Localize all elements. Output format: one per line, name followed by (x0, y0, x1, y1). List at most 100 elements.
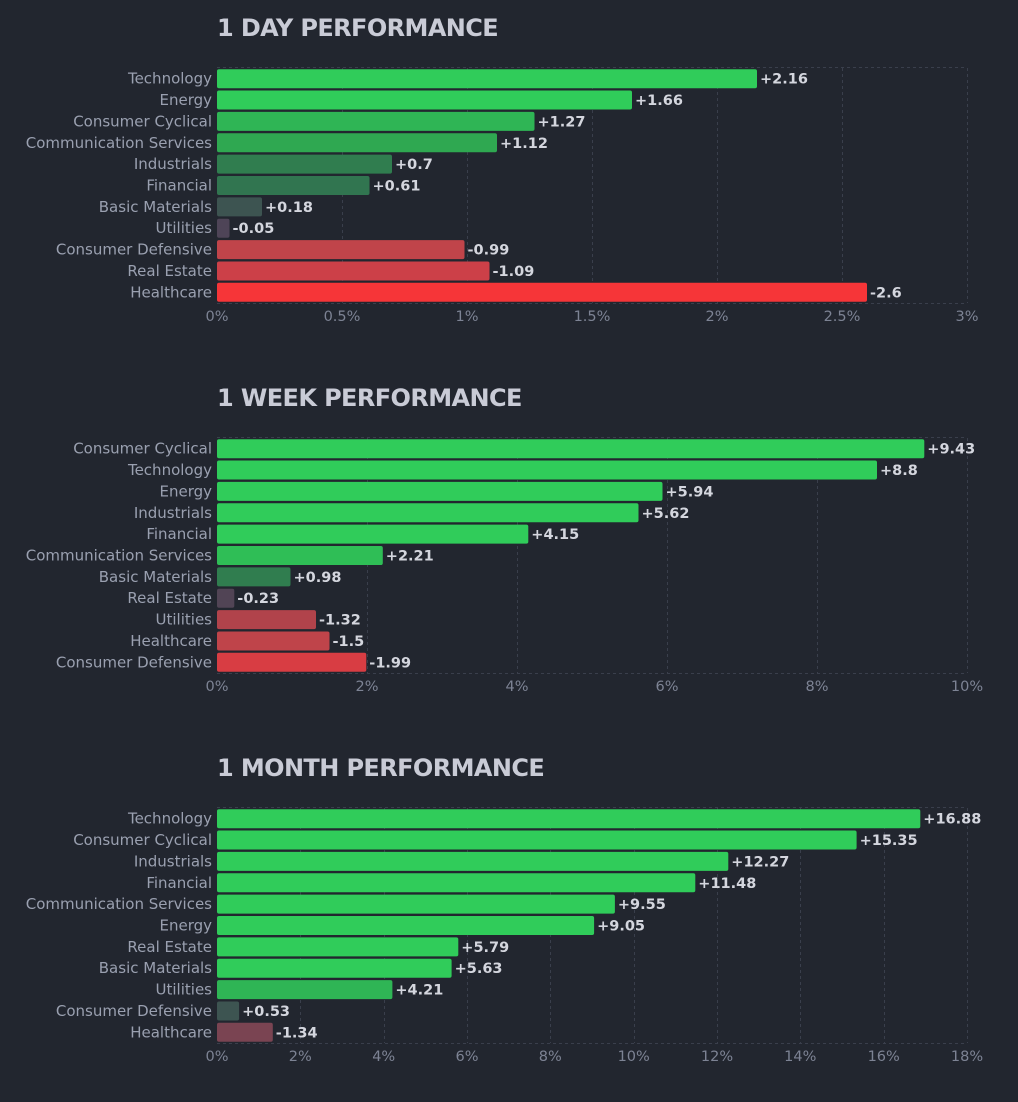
x-tick-label: 14% (784, 1049, 816, 1065)
chart-1-day: 1 DAY PERFORMANCE Technology +2.16 Energy +… (0, 0, 1018, 340)
x-tick-label: 2% (289, 1049, 312, 1065)
bar[interactable] (217, 610, 316, 630)
x-tick-label: 12% (701, 1049, 733, 1065)
category-label: Utilities (156, 219, 213, 237)
x-tick-label: 4% (505, 679, 528, 695)
category-label: Consumer Defensive (56, 241, 212, 259)
x-tick-label: 1.5% (574, 309, 611, 325)
bar[interactable] (217, 197, 262, 217)
bar[interactable] (217, 154, 392, 174)
category-label: Energy (159, 482, 212, 500)
category-label: Real Estate (127, 262, 212, 280)
bar[interactable] (217, 809, 921, 829)
chart-1-month: 1 MONTH PERFORMANCE Technology +16.88 Cons… (0, 740, 1018, 1080)
bar[interactable] (217, 218, 230, 238)
category-label: Consumer Cyclical (73, 440, 212, 458)
value-label: +15.35 (860, 833, 918, 849)
bar[interactable] (217, 111, 535, 131)
category-label: Energy (159, 917, 212, 935)
x-tick-label: 0% (205, 679, 228, 695)
value-label: +0.7 (395, 157, 433, 173)
category-label: Industrials (134, 852, 212, 870)
bar[interactable] (217, 176, 370, 195)
x-tick-label: 16% (868, 1049, 900, 1065)
value-label: +16.88 (923, 812, 981, 828)
x-tick-label: 10% (618, 1049, 650, 1065)
bar[interactable] (217, 980, 393, 1000)
bar[interactable] (217, 503, 639, 523)
bar[interactable] (217, 567, 291, 587)
x-tick-label: 8% (539, 1049, 562, 1065)
bar-chart-1-day: Technology +2.16 Energy +1.66 Consumer Cycli… (26, 67, 979, 325)
category-label: Financial (146, 874, 212, 892)
bar[interactable] (217, 851, 729, 871)
bar[interactable] (217, 282, 867, 302)
value-label: -0.23 (237, 591, 279, 607)
category-label: Industrials (134, 155, 212, 173)
x-tick-label: 4% (372, 1049, 395, 1065)
value-label: +9.05 (597, 919, 645, 935)
value-label: -1.5 (333, 634, 365, 650)
bar[interactable] (217, 652, 367, 672)
value-label: +0.98 (294, 570, 342, 586)
category-label: Consumer Cyclical (73, 112, 212, 130)
value-label: +1.66 (635, 93, 683, 109)
bar[interactable] (217, 261, 490, 281)
value-label: +5.63 (455, 961, 503, 977)
category-label: Healthcare (130, 283, 212, 301)
bar[interactable] (217, 90, 632, 110)
value-label: +12.27 (731, 854, 789, 870)
value-label: +0.18 (265, 200, 313, 216)
bar[interactable] (217, 240, 465, 260)
category-label: Communication Services (26, 134, 212, 152)
value-label: +0.61 (373, 179, 421, 195)
x-tick-label: 0% (205, 309, 228, 325)
bar[interactable] (217, 631, 330, 651)
bar[interactable] (217, 460, 877, 480)
x-tick-label: 1% (455, 309, 478, 325)
bar[interactable] (217, 588, 235, 608)
value-label: +9.55 (618, 897, 666, 913)
value-label: -0.99 (468, 243, 510, 259)
bar[interactable] (217, 524, 529, 544)
category-label: Energy (159, 91, 212, 109)
value-label: +4.15 (531, 527, 579, 543)
category-label: Basic Materials (99, 198, 212, 216)
x-tick-label: 18% (951, 1049, 983, 1065)
bar[interactable] (217, 546, 383, 565)
bar[interactable] (217, 894, 615, 914)
category-label: Industrials (134, 504, 212, 522)
bar[interactable] (217, 873, 696, 893)
x-tick-label: 0.5% (324, 309, 361, 325)
category-label: Financial (146, 177, 212, 195)
bar[interactable] (217, 916, 595, 935)
x-tick-label: 8% (805, 679, 828, 695)
bar[interactable] (217, 958, 452, 978)
category-label: Utilities (156, 611, 213, 629)
bar[interactable] (217, 1022, 273, 1042)
bar[interactable] (217, 1001, 240, 1021)
bar[interactable] (217, 481, 663, 501)
bar[interactable] (217, 439, 925, 459)
category-label: Consumer Cyclical (73, 831, 212, 849)
x-tick-label: 6% (455, 1049, 478, 1065)
value-label: +9.43 (927, 442, 975, 458)
category-label: Communication Services (26, 547, 212, 565)
category-label: Basic Materials (99, 959, 212, 977)
x-tick-label: 2% (705, 309, 728, 325)
bar[interactable] (217, 830, 857, 850)
bar[interactable] (217, 937, 459, 957)
bar[interactable] (217, 69, 757, 89)
x-tick-label: 6% (655, 679, 678, 695)
value-label: -1.32 (319, 613, 361, 629)
x-tick-label: 2.5% (824, 309, 861, 325)
category-label: Utilities (156, 981, 213, 999)
value-label: -1.34 (276, 1025, 318, 1041)
chart-title: 1 MONTH PERFORMANCE (217, 754, 545, 782)
chart-title: 1 WEEK PERFORMANCE (217, 384, 522, 412)
x-tick-label: 0% (205, 1049, 228, 1065)
bar-chart-1-month: Technology +16.88 Consumer Cyclical +15.35 I… (26, 807, 983, 1065)
bar[interactable] (217, 133, 497, 153)
value-label: -1.99 (369, 655, 411, 671)
category-label: Financial (146, 525, 212, 543)
